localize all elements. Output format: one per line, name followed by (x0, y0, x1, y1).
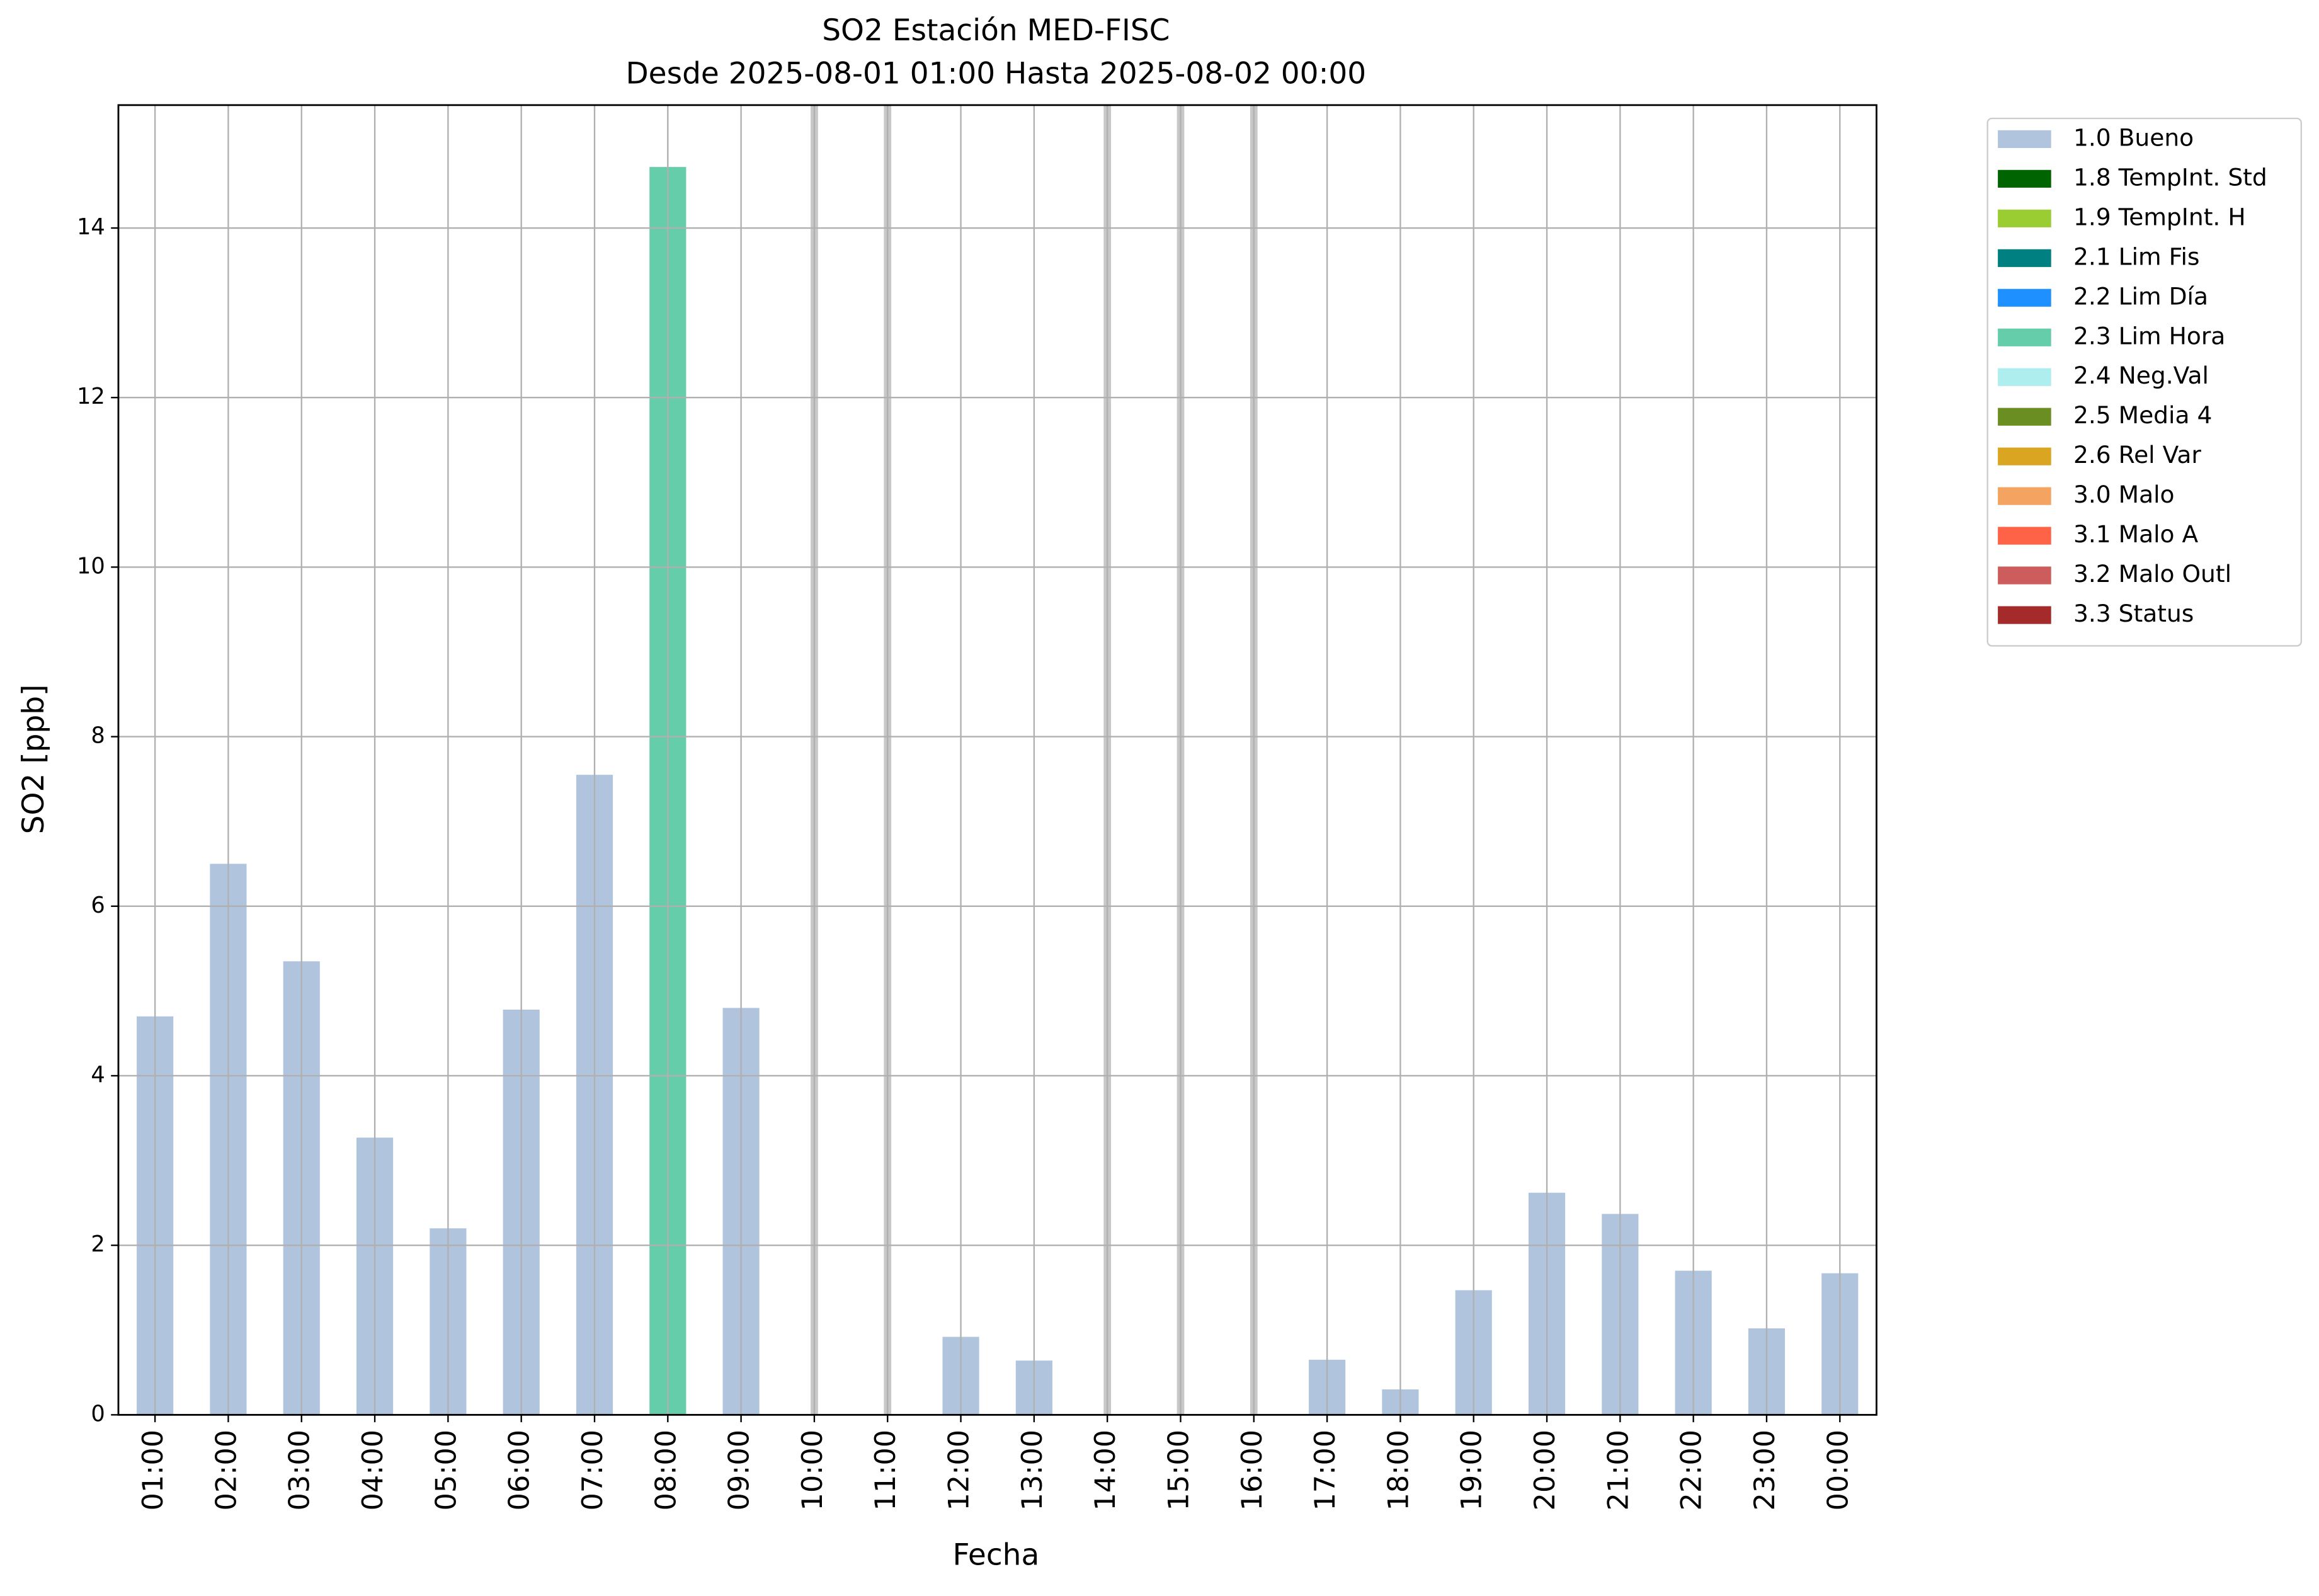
x-tick-label: 18:00 (1382, 1430, 1415, 1511)
legend-swatch (1998, 606, 2051, 624)
x-tick-label: 17:00 (1309, 1430, 1342, 1511)
x-tick-label: 07:00 (576, 1430, 609, 1511)
legend-label: 2.3 Lim Hora (2073, 322, 2225, 350)
x-tick-label: 19:00 (1456, 1430, 1488, 1511)
x-tick-label: 10:00 (796, 1430, 829, 1511)
x-tick-label: 20:00 (1529, 1430, 1561, 1511)
y-tick-label: 6 (91, 892, 105, 918)
y-tick-label: 2 (91, 1231, 105, 1257)
x-tick-label: 13:00 (1016, 1430, 1049, 1511)
legend-swatch (1998, 288, 2051, 307)
y-tick-label: 8 (91, 723, 105, 749)
legend-label: 3.0 Malo (2073, 481, 2175, 508)
x-tick-label: 23:00 (1748, 1430, 1781, 1511)
legend-label: 1.9 TempInt. H (2073, 203, 2246, 231)
x-axis-label: Fecha (952, 1537, 1039, 1572)
y-tick-label: 10 (77, 553, 105, 579)
y-tick-label: 0 (91, 1401, 105, 1427)
x-tick-label: 11:00 (869, 1430, 902, 1511)
legend-swatch (1998, 487, 2051, 505)
x-tick-label: 16:00 (1236, 1430, 1268, 1511)
y-axis-label: SO2 [ppb] (16, 685, 51, 835)
x-tick-label: 12:00 (943, 1430, 976, 1511)
legend-swatch (1998, 566, 2051, 584)
chart-subtitle: Desde 2025-08-01 01:00 Hasta 2025-08-02 … (626, 56, 1367, 91)
y-tick-label: 12 (77, 384, 105, 409)
legend-swatch (1998, 209, 2051, 227)
legend-label: 3.3 Status (2073, 600, 2194, 627)
legend-label: 1.0 Bueno (2073, 123, 2194, 151)
legend-label: 2.1 Lim Fis (2073, 242, 2200, 270)
legend-label: 2.2 Lim Día (2073, 282, 2208, 310)
legend-swatch (1998, 447, 2051, 465)
legend-swatch (1998, 328, 2051, 346)
legend-label: 2.4 Neg.Val (2073, 362, 2209, 389)
y-tick-label: 4 (91, 1062, 105, 1088)
plot-frame (117, 104, 1877, 1416)
x-tick-label: 15:00 (1162, 1430, 1195, 1511)
x-tick-label: 14:00 (1089, 1430, 1122, 1511)
legend-swatch (1998, 130, 2051, 149)
x-tick-label: 21:00 (1602, 1430, 1634, 1511)
x-tick-label: 02:00 (210, 1430, 242, 1511)
legend-swatch (1998, 249, 2051, 267)
y-tick-label: 14 (77, 214, 105, 240)
legend-swatch (1998, 527, 2051, 545)
chart-title: SO2 Estación MED-FISC (822, 13, 1170, 48)
legend-swatch (1998, 408, 2051, 426)
x-tick-label: 00:00 (1821, 1430, 1854, 1511)
legend-swatch (1998, 169, 2051, 188)
x-tick-label: 08:00 (649, 1430, 682, 1511)
x-tick-label: 05:00 (430, 1430, 462, 1511)
legend-label: 3.1 Malo A (2073, 520, 2199, 548)
x-tick-label: 04:00 (356, 1430, 389, 1511)
legend-label: 3.2 Malo Outl (2073, 560, 2231, 588)
legend-label: 2.5 Media 4 (2073, 401, 2212, 429)
legend-label: 2.6 Rel Var (2073, 441, 2201, 469)
x-tick-label: 06:00 (503, 1430, 536, 1511)
x-tick-label: 09:00 (723, 1430, 756, 1511)
x-tick-label: 03:00 (283, 1430, 316, 1511)
legend-box (1986, 117, 2302, 647)
x-tick-label: 22:00 (1675, 1430, 1708, 1511)
x-tick-label: 01:00 (137, 1430, 169, 1511)
legend-label: 1.8 TempInt. Std (2073, 163, 2267, 191)
legend-swatch (1998, 368, 2051, 386)
